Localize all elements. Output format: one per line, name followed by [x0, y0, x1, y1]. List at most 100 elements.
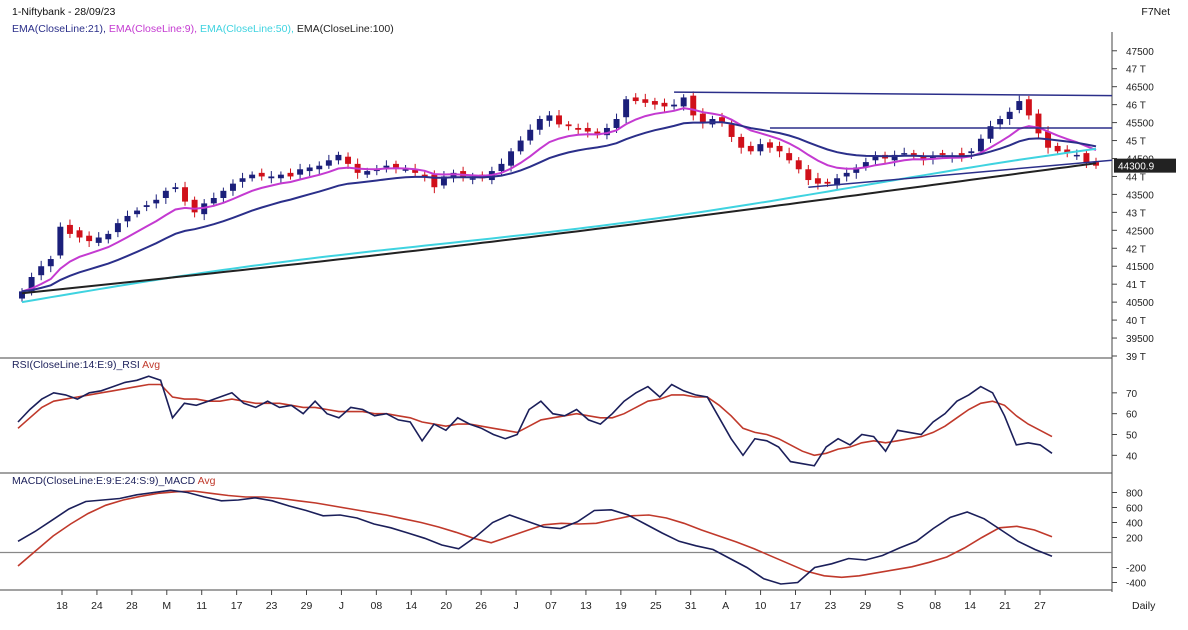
- candle-body: [862, 162, 869, 168]
- candle-body: [910, 153, 917, 155]
- x-tick-label: J: [339, 600, 344, 612]
- candle-body: [594, 131, 601, 136]
- candle-body: [757, 144, 764, 152]
- ema21-line: [21, 121, 1097, 293]
- macd-panel-label: MACD(CloseLine:E:9:E:24:S:9)_MACD Avg: [12, 475, 216, 487]
- x-tick-label: S: [897, 600, 904, 612]
- rsi-y-tick-label: 60: [1126, 410, 1138, 421]
- price-y-tick-label: 40 T: [1126, 316, 1146, 327]
- candle-body: [805, 169, 812, 181]
- candle-body: [1016, 101, 1023, 111]
- macd-avg-line: [17, 490, 1053, 579]
- x-tick-label: 27: [1034, 600, 1046, 612]
- x-tick-label: 11: [196, 600, 207, 612]
- candle-body: [719, 117, 725, 123]
- candle-body: [747, 145, 754, 152]
- macd-label-text: MACD(CloseLine:E:9:E:24:S:9)_MACD: [12, 475, 198, 487]
- candle-body: [335, 154, 342, 161]
- candle-body: [699, 113, 706, 123]
- candle-body: [642, 99, 649, 103]
- candle-body: [86, 235, 93, 242]
- macd-y-tick-label: 600: [1126, 504, 1143, 515]
- x-tick-label: 23: [825, 600, 837, 612]
- x-tick-label: 14: [964, 600, 976, 612]
- candle-body: [38, 266, 45, 276]
- x-tick-label: 21: [999, 600, 1011, 612]
- candle-body: [306, 167, 313, 172]
- price-y-tick-label: 41 T: [1126, 280, 1146, 291]
- price-y-tick-label: 46 T: [1126, 101, 1146, 112]
- candle-body: [297, 169, 304, 175]
- legend-ema100: EMA(CloseLine:100): [296, 23, 394, 35]
- candle-body: [623, 99, 630, 118]
- candle-body: [19, 291, 25, 299]
- candle-body: [421, 174, 428, 177]
- x-tick-label: J: [513, 600, 518, 612]
- candle-body: [1006, 111, 1013, 119]
- rsi-avg-line: [17, 383, 1053, 457]
- price-y-tick-label: 42 T: [1126, 244, 1146, 255]
- candle-body: [431, 174, 438, 188]
- price-y-tick-label: 39500: [1126, 334, 1154, 345]
- candle-body: [162, 190, 169, 198]
- candle-body: [143, 205, 150, 207]
- candle-body: [287, 172, 294, 177]
- candle-body: [258, 172, 265, 177]
- candle-body: [76, 230, 83, 238]
- candle-body: [498, 163, 505, 172]
- candle-body: [469, 178, 476, 180]
- candle-body: [1035, 113, 1042, 134]
- candle-body: [680, 97, 687, 107]
- x-tick-label: 17: [790, 600, 802, 612]
- candle-body: [364, 171, 371, 175]
- candle-body: [546, 115, 553, 121]
- x-tick-label: 14: [405, 600, 417, 612]
- candle-body: [968, 151, 975, 154]
- x-axis-unit-label: Daily: [1132, 600, 1156, 612]
- candle-body: [795, 160, 802, 170]
- price-y-tick-label: 46500: [1126, 83, 1154, 94]
- price-y-tick-label: 45500: [1126, 119, 1154, 130]
- ema-legend: EMA(CloseLine:21), EMA(CloseLine:9), EMA…: [12, 23, 394, 35]
- candle-body: [402, 169, 409, 171]
- x-tick-label: 26: [475, 600, 487, 612]
- candle-body: [853, 167, 860, 173]
- candle-body: [383, 165, 390, 168]
- candle-body: [325, 160, 332, 166]
- candle-body: [776, 145, 783, 152]
- candle-body: [939, 153, 946, 155]
- rsi-y-tick-label: 70: [1126, 389, 1138, 400]
- candle-body: [182, 187, 188, 202]
- candle-body: [872, 156, 879, 161]
- candle-body: [508, 151, 515, 166]
- candle-body: [766, 142, 773, 148]
- x-tick-label: 10: [755, 600, 767, 612]
- candle-body: [239, 178, 246, 182]
- candle-body: [229, 183, 236, 191]
- candle-body: [958, 153, 965, 157]
- x-tick-label: 08: [371, 600, 383, 612]
- x-tick-label: 17: [231, 600, 243, 612]
- candle-body: [834, 178, 841, 186]
- x-tick-label: 18: [56, 600, 68, 612]
- candle-body: [556, 115, 562, 125]
- candle-body: [584, 127, 591, 132]
- candle-body: [412, 169, 419, 173]
- rsi-y-tick-label: 40: [1126, 451, 1138, 462]
- resistance-line-upper: [674, 91, 1113, 97]
- chart-title: 1-Niftybank - 28/09/23: [12, 6, 116, 18]
- ema9-line: [21, 107, 1097, 293]
- candle-body: [440, 176, 447, 186]
- brand-label: F7Net: [1141, 6, 1170, 18]
- price-y-tick-label: 39 T: [1126, 352, 1146, 363]
- candle-body: [536, 119, 543, 130]
- candle-body: [1073, 154, 1080, 157]
- rsi-panel-label: RSI(CloseLine:14:E:9)_RSI Avg: [12, 359, 160, 371]
- macd-y-tick-label: -400: [1126, 579, 1146, 590]
- rsi-label-text: RSI(CloseLine:14:E:9)_RSI: [12, 359, 142, 371]
- candle-body: [172, 187, 179, 190]
- candle-body: [671, 104, 678, 107]
- rsi-avg-label-text: Avg: [142, 359, 160, 371]
- x-tick-label: 29: [860, 600, 872, 612]
